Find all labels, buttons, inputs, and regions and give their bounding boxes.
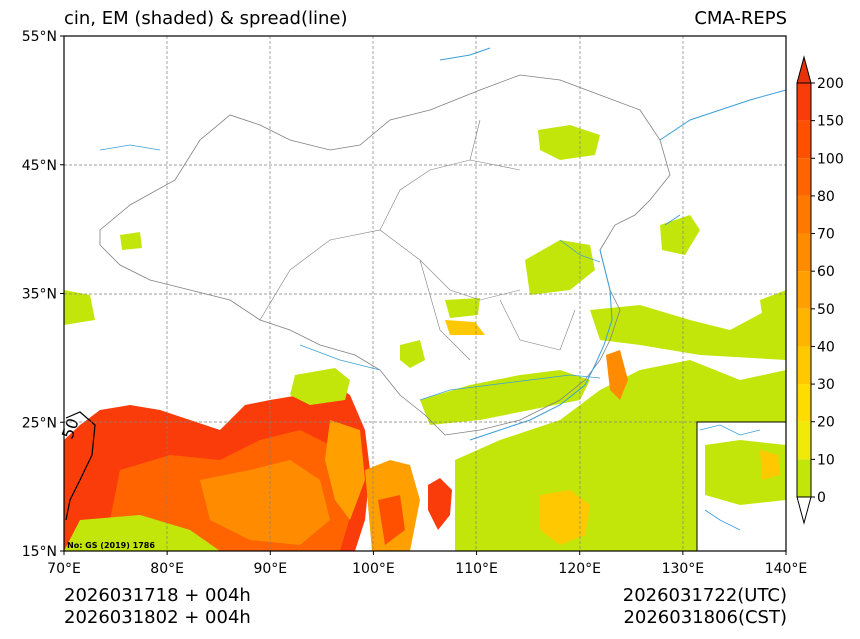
colorbar-label: 30: [817, 377, 835, 393]
lon-label: 140°E: [765, 561, 808, 577]
lon-label: 130°E: [662, 561, 705, 577]
colorbar-swatch: [797, 120, 811, 159]
shade-region-pacific-orange: [540, 490, 590, 545]
colorbar-swatch: [797, 346, 811, 385]
colorbar-label: 20: [817, 415, 835, 431]
shade-region-taiwan: [606, 350, 628, 400]
coastline: [439, 47, 786, 441]
shade-region-hainan: [428, 478, 452, 530]
shade-region-xinjiang: [120, 232, 142, 250]
inset-map: [696, 421, 787, 552]
shade-region-central: [445, 320, 485, 335]
model-name: CMA-REPS: [694, 8, 787, 29]
colorbar: 0 10 20 30 40 50 60 70 80 100 150 200: [796, 55, 844, 525]
colorbar-over-arrow: [796, 55, 812, 84]
shade-region-east-sea: [590, 300, 786, 360]
colorbar-swatch: [797, 83, 811, 121]
colorbar-label: 60: [817, 264, 835, 280]
lon-label: 120°E: [558, 561, 601, 577]
shade-region-northeast: [538, 125, 600, 160]
shade-region-indochina2: [378, 495, 405, 545]
lat-label: 45°N: [22, 158, 57, 174]
inset-orange: [760, 450, 780, 480]
shade-region-west-edge: [64, 290, 95, 325]
rivers: [99, 144, 601, 401]
colorbar-swatch: [797, 459, 811, 497]
colorbar-swatch: [797, 421, 811, 460]
shade-region-sichuan: [400, 340, 425, 368]
lat-label: 35°N: [22, 287, 57, 303]
run-time-cst: 2026031802 + 004h: [64, 607, 251, 628]
colorbar-swatch: [797, 195, 811, 234]
colorbar-label: 150: [817, 114, 844, 130]
lat-label: 15°N: [22, 544, 57, 560]
valid-time-cst: 2026031806(CST): [623, 607, 787, 628]
colorbar-swatch: [797, 158, 811, 196]
colorbar-label: 100: [817, 151, 844, 167]
shade-region-shaanxi: [445, 298, 480, 318]
province-lines: [259, 119, 576, 361]
colorbar-label: 40: [817, 339, 835, 355]
colorbar-frame: [796, 82, 812, 498]
colorbar-label: 200: [817, 76, 844, 92]
boundaries: [99, 47, 786, 441]
run-time-utc: 2026031718 + 004h: [64, 585, 251, 606]
colorbar-under-arrow: [796, 496, 812, 525]
shade-region-bay: [325, 420, 365, 520]
valid-time-utc: 2026031722(UTC): [622, 585, 787, 606]
lon-label: 100°E: [352, 561, 395, 577]
inset-coast: [699, 424, 761, 531]
approval-number: No: GS (2019) 1786: [67, 541, 155, 550]
latitude-axis: 55°N 45°N 35°N 25°N 15°N: [22, 29, 64, 560]
shade-region-tibet: [290, 368, 350, 405]
colorbar-label: 50: [817, 302, 835, 318]
shade-region-south-china: [420, 370, 590, 425]
lon-label: 110°E: [455, 561, 498, 577]
colorbar-swatch: [797, 233, 811, 272]
shade-region-japan: [760, 290, 786, 340]
lat-label: 55°N: [22, 29, 57, 45]
colorbar-label: 10: [817, 452, 835, 468]
colorbar-swatch: [797, 384, 811, 422]
map-title: cin, EM (shaded) & spread(line): [64, 8, 348, 29]
spread-contour: [65, 411, 96, 521]
shade-region-india-low: [64, 515, 220, 551]
colorbar-label: 80: [817, 189, 835, 205]
lon-label: 90°E: [253, 561, 287, 577]
colorbar-label: 0: [817, 490, 826, 506]
lon-label: 70°E: [47, 561, 81, 577]
shade-region-india-core: [200, 460, 330, 545]
colorbar-swatch: [797, 308, 811, 347]
lat-label: 25°N: [22, 415, 57, 431]
shade-region-korea: [660, 215, 700, 255]
gridlines: [64, 36, 786, 551]
shaded-field: [64, 125, 786, 551]
longitude-axis: 70°E 80°E 90°E 100°E 110°E 120°E 130°E 140°E: [47, 551, 807, 577]
lon-label: 80°E: [150, 561, 184, 577]
colorbar-swatch: [797, 271, 811, 309]
colorbar-label: 70: [817, 227, 835, 243]
shade-region-north-china: [525, 240, 595, 295]
